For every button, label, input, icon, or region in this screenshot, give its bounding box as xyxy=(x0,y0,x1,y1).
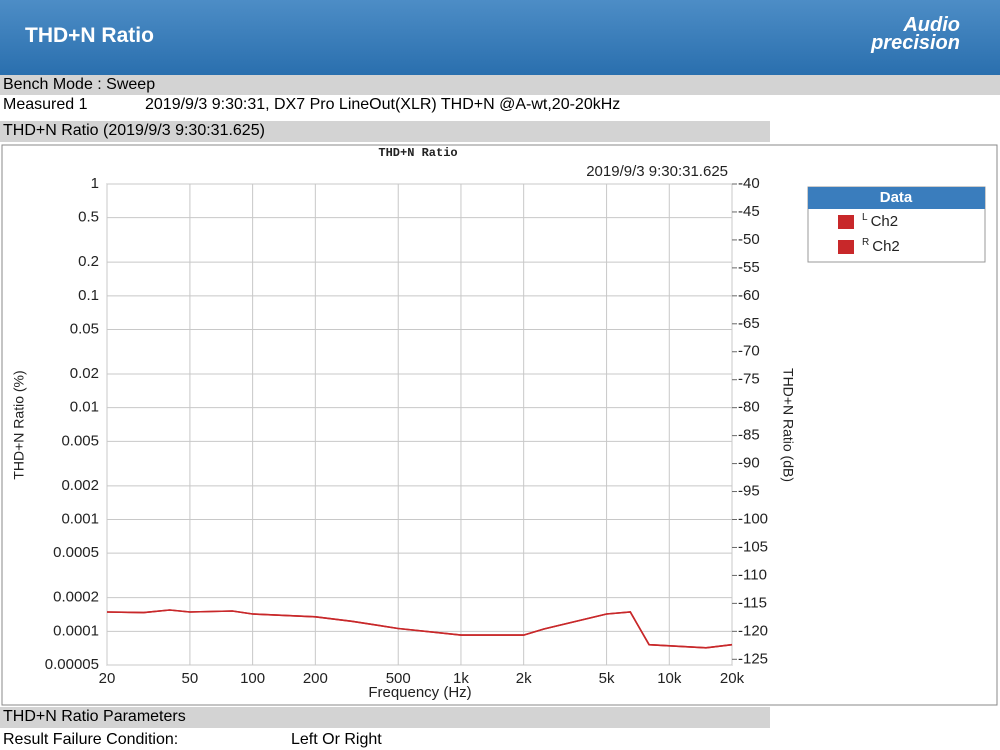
y-tick-label: 0.0002 xyxy=(53,589,99,606)
legend-name: Ch2 xyxy=(871,213,899,230)
y2-tick-label: -125 xyxy=(738,650,768,667)
series-line xyxy=(106,609,733,649)
legend-name: Ch2 xyxy=(872,238,900,255)
y2-tick-label: -85 xyxy=(738,427,760,444)
y-tick-label: 0.00005 xyxy=(45,656,99,673)
y2-tick-label: -80 xyxy=(738,399,760,416)
y2-tick-label: -75 xyxy=(738,371,760,388)
legend-header xyxy=(808,187,985,209)
logo: Audio precision xyxy=(871,14,960,54)
x-tick-label: 20k xyxy=(720,670,745,687)
legend-label: R Ch2 xyxy=(862,237,900,255)
y-tick-label: 0.2 xyxy=(78,253,99,270)
y2-axis-label: THD+N Ratio (dB) xyxy=(780,368,796,482)
legend-title: Data xyxy=(880,189,913,206)
x-tick-label: 200 xyxy=(303,670,328,687)
y-tick-label: 0.0005 xyxy=(53,544,99,561)
y2-tick-label: -50 xyxy=(738,231,760,248)
y2-tick-label: -70 xyxy=(738,343,760,360)
legend-swatch xyxy=(838,240,854,254)
bench-mode: Bench Mode : Sweep xyxy=(0,75,1000,95)
y2-tick-label: -110 xyxy=(738,566,767,583)
y-tick-label: 0.0001 xyxy=(53,622,99,639)
chart-subtitle: 2019/9/3 9:30:31.625 xyxy=(586,163,728,180)
x-tick-label: 500 xyxy=(386,670,411,687)
parameters-title: THD+N Ratio Parameters xyxy=(0,707,770,728)
parameter-name: Result Failure Condition: xyxy=(3,731,179,748)
x-tick-label: 1k xyxy=(453,670,469,687)
y2-tick-label: -100 xyxy=(738,510,768,527)
y2-tick-label: -105 xyxy=(738,538,768,555)
x-tick-label: 100 xyxy=(240,670,265,687)
x-tick-label: 50 xyxy=(182,670,199,687)
x-tick-label: 10k xyxy=(657,670,682,687)
y2-tick-label: -95 xyxy=(738,483,760,500)
y-tick-label: 0.1 xyxy=(78,287,99,304)
logo-text: precision xyxy=(871,32,960,54)
chart-title: THD+N Ratio xyxy=(378,146,457,160)
y-tick-label: 1 xyxy=(91,175,99,192)
y2-tick-label: -90 xyxy=(738,455,760,472)
y2-tick-label: -40 xyxy=(738,175,760,192)
y2-tick-label: -120 xyxy=(738,622,768,639)
legend-label: L Ch2 xyxy=(862,212,898,230)
y-axis-label: THD+N Ratio (%) xyxy=(11,370,27,479)
x-tick-label: 20 xyxy=(99,670,116,687)
measurement-description: 2019/9/3 9:30:31, DX7 Pro LineOut(XLR) T… xyxy=(145,96,621,113)
header-bar: THD+N Ratio Audio precision xyxy=(0,0,1000,75)
measurement-label: Measured 1 xyxy=(3,96,88,113)
logo-text: Audio xyxy=(903,14,960,36)
x-axis-label: Frequency (Hz) xyxy=(368,684,471,701)
y2-tick-label: -60 xyxy=(738,287,760,304)
y-tick-label: 0.05 xyxy=(70,320,99,337)
legend-swatch xyxy=(838,215,854,229)
y-tick-label: 0.5 xyxy=(78,209,99,226)
section-title: THD+N Ratio (2019/9/3 9:30:31.625) xyxy=(0,121,770,142)
y-tick-label: 0.02 xyxy=(70,365,99,382)
chart: THD+N Ratio 2019/9/3 9:30:31.625 AP Freq… xyxy=(1,144,998,706)
y-tick-label: 0.005 xyxy=(61,432,99,449)
parameter-value: Left Or Right xyxy=(291,731,382,748)
y2-tick-label: -55 xyxy=(738,259,760,276)
y2-tick-label: -115 xyxy=(738,594,767,611)
legend-channel: L xyxy=(862,212,868,223)
x-tick-label: 2k xyxy=(516,670,532,687)
header-title: THD+N Ratio xyxy=(25,24,154,47)
y2-tick-label: -65 xyxy=(738,315,760,332)
y-tick-label: 0.001 xyxy=(61,510,99,527)
y2-tick-label: -45 xyxy=(738,203,760,220)
plot-area xyxy=(106,183,733,666)
chart-frame xyxy=(1,144,998,706)
legend-channel: R xyxy=(862,237,869,248)
y-tick-label: 0.002 xyxy=(61,477,99,494)
y-tick-label: 0.01 xyxy=(70,399,99,416)
x-tick-label: 5k xyxy=(599,670,615,687)
